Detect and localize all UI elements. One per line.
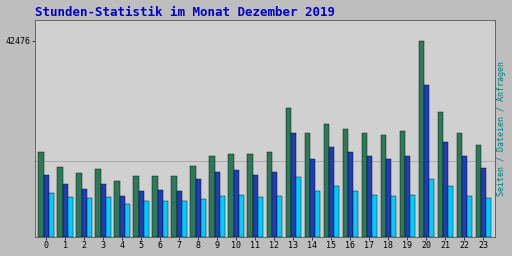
Bar [438, 112, 443, 237]
Bar [120, 196, 125, 237]
Bar [105, 197, 111, 237]
Bar [87, 198, 92, 237]
Bar [353, 191, 358, 237]
Bar [410, 195, 415, 237]
Bar [467, 196, 472, 237]
Bar [386, 158, 391, 237]
Bar [267, 152, 272, 237]
Bar [215, 173, 220, 237]
Bar [144, 201, 149, 237]
Bar [372, 195, 377, 237]
Bar [134, 176, 139, 237]
Bar [391, 196, 396, 237]
Bar [258, 197, 263, 237]
Bar [486, 198, 491, 237]
Bar [209, 156, 215, 237]
Bar [315, 191, 320, 237]
Bar [429, 179, 434, 237]
Bar [201, 199, 206, 237]
Bar [44, 175, 49, 237]
Bar [49, 193, 54, 237]
Bar [448, 186, 453, 237]
Bar [125, 204, 130, 237]
Bar [481, 168, 486, 237]
Bar [81, 189, 87, 237]
Bar [57, 167, 62, 237]
Bar [196, 179, 201, 237]
Bar [462, 156, 467, 237]
Bar [158, 190, 163, 237]
Bar [177, 191, 182, 237]
Bar [367, 156, 372, 237]
Bar [139, 191, 144, 237]
Bar [190, 166, 196, 237]
Bar [172, 176, 177, 237]
Bar [153, 176, 158, 237]
Bar [220, 196, 225, 237]
Bar [380, 135, 386, 237]
Bar [423, 84, 429, 237]
Bar [239, 195, 244, 237]
Bar [404, 156, 410, 237]
Bar [329, 147, 334, 237]
Bar [100, 184, 105, 237]
Bar [348, 152, 353, 237]
Bar [76, 173, 81, 237]
Bar [418, 41, 423, 237]
Bar [115, 181, 120, 237]
Bar [233, 170, 239, 237]
Bar [277, 196, 282, 237]
Bar [286, 108, 291, 237]
Bar [334, 186, 339, 237]
Bar [228, 154, 233, 237]
Bar [252, 175, 258, 237]
Bar [310, 158, 315, 237]
Bar [62, 184, 68, 237]
Text: Stunden-Statistik im Monat Dezember 2019: Stunden-Statistik im Monat Dezember 2019 [35, 6, 335, 18]
Bar [305, 133, 310, 237]
Bar [443, 142, 448, 237]
Y-axis label: Seiten / Dateien / Anfragen: Seiten / Dateien / Anfragen [498, 61, 506, 196]
Bar [324, 124, 329, 237]
Bar [95, 169, 100, 237]
Bar [343, 129, 348, 237]
Bar [399, 131, 404, 237]
Bar [182, 201, 187, 237]
Bar [361, 133, 367, 237]
Bar [457, 133, 462, 237]
Bar [68, 197, 73, 237]
Bar [247, 154, 252, 237]
Bar [291, 133, 296, 237]
Bar [296, 177, 301, 237]
Bar [476, 145, 481, 237]
Bar [38, 152, 44, 237]
Bar [163, 201, 168, 237]
Bar [272, 173, 277, 237]
